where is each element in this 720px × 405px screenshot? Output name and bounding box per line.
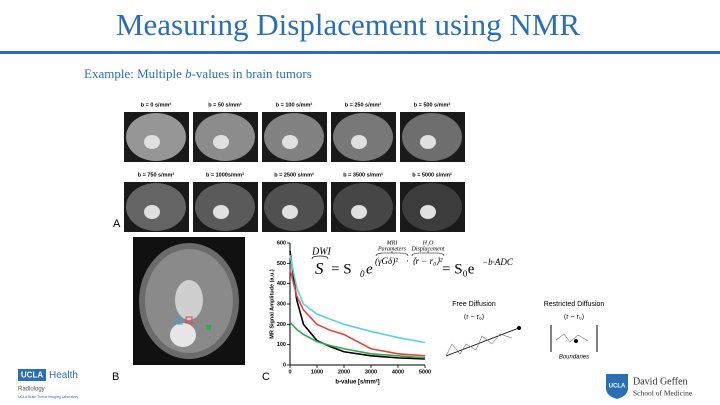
panel-label: B bbox=[112, 371, 119, 383]
logo-text: David Geffen bbox=[633, 376, 688, 387]
equation: DWI S = S 0 e MRI Parameters H₂O Displac… bbox=[311, 240, 514, 279]
subtitle-prefix: Example: Multiple bbox=[84, 66, 185, 81]
eq-text: Parameters bbox=[377, 246, 407, 252]
logo-text: School of Medicine bbox=[633, 389, 693, 398]
y-tick-label: 0 bbox=[283, 362, 286, 368]
eq-text: MRI bbox=[386, 240, 399, 246]
dwi-image bbox=[213, 135, 229, 149]
dwi-image bbox=[351, 135, 367, 149]
image-label: b = 500 s/mm² bbox=[414, 101, 451, 108]
slide-title: Measuring Displacement using NMR bbox=[116, 7, 580, 42]
image-label: b = 1000s/mm² bbox=[206, 171, 244, 178]
y-tick-label: 600 bbox=[277, 240, 286, 246]
panel-label: C bbox=[262, 371, 270, 383]
eq-text: S bbox=[315, 259, 324, 278]
x-axis-label: b-value [s/mm²] bbox=[335, 379, 379, 386]
logo-text: UCLA bbox=[609, 384, 626, 390]
y-tick-label: 500 bbox=[277, 261, 286, 267]
eq-text: DWI bbox=[311, 246, 332, 257]
series-line bbox=[289, 251, 426, 360]
boundaries-label: Boundaries bbox=[559, 355, 589, 361]
eq-text: −b·ADC bbox=[482, 257, 514, 267]
dwi-image bbox=[213, 205, 229, 219]
eq-text: 0 bbox=[360, 269, 365, 279]
x-tick-label: 0 bbox=[288, 369, 291, 375]
image-label: b = 750 s/mm² bbox=[138, 171, 175, 178]
image-label: b = 2500 s/mm² bbox=[274, 171, 314, 178]
dwi-image bbox=[282, 205, 298, 219]
panel-a: b = 0 s/mm² b = 50 s/mm² b = 100 s/mm² b = … bbox=[124, 101, 465, 232]
series-line bbox=[289, 255, 426, 344]
diagram-symbol: ⟨r − r₀⟩ bbox=[463, 313, 484, 321]
diagram-title: Free Diffusion bbox=[452, 301, 496, 308]
image-label: b = 0 s/mm² bbox=[141, 101, 172, 108]
eq-text: e bbox=[366, 261, 373, 277]
dwi-image bbox=[420, 135, 436, 149]
diagram-symbol: ⟨r − r₀⟩ bbox=[563, 313, 584, 321]
eq-text: ⟨r − r₀⟩² bbox=[412, 256, 443, 266]
eq-text: H₂O bbox=[422, 240, 434, 246]
y-tick-label: 200 bbox=[277, 322, 286, 328]
y-tick-label: 400 bbox=[277, 281, 286, 287]
eq-text: = S₀e bbox=[442, 261, 475, 277]
dwi-image bbox=[144, 135, 160, 149]
x-tick-label: 3000 bbox=[365, 369, 377, 375]
eq-text: Displacement bbox=[411, 246, 445, 252]
subtitle-suffix: -values in brain tumors bbox=[192, 66, 312, 81]
geffen-logo: UCLA David Geffen School of Medicine bbox=[606, 374, 693, 399]
eq-text: (γGδ)² bbox=[375, 256, 398, 266]
subtitle-italic: b bbox=[185, 66, 192, 81]
dwi-image bbox=[144, 205, 160, 219]
series-line bbox=[289, 269, 426, 357]
eq-text: = S bbox=[331, 261, 352, 277]
logo-text: Radiology bbox=[18, 387, 45, 393]
x-tick-label: 5000 bbox=[419, 369, 431, 375]
signal-chart: 0 100 200 300 400 500 600 0 1000 2000 3000 4000 5000… bbox=[269, 240, 431, 385]
diffusion-diagrams: Free Diffusion ⟨r − r₀⟩ Restricted Diffu… bbox=[445, 301, 605, 361]
image-label: b = 50 s/mm² bbox=[208, 101, 242, 108]
image-label: b = 100 s/mm² bbox=[276, 101, 313, 108]
dwi-image bbox=[282, 135, 298, 149]
y-tick-label: 300 bbox=[277, 301, 286, 307]
x-tick-label: 2000 bbox=[338, 369, 350, 375]
x-tick-label: 4000 bbox=[392, 369, 404, 375]
ucla-health-logo: UCLA Health Radiology UCLA Brain Tumor I… bbox=[18, 369, 79, 399]
dwi-image bbox=[420, 205, 436, 219]
y-axis-label: MR Signal Amplitude (a.u.) bbox=[269, 269, 275, 339]
y-tick-label: 100 bbox=[277, 342, 286, 348]
brain-image bbox=[133, 237, 245, 365]
logo-text: Health bbox=[49, 370, 78, 381]
image-label: b = 5000 s/mm² bbox=[412, 171, 452, 178]
subtitle: Example: Multiple b-values in brain tumo… bbox=[84, 66, 312, 81]
eq-text: · bbox=[406, 256, 409, 266]
image-label: b = 3500 s/mm² bbox=[343, 171, 383, 178]
diagram-title: Restricted Diffusion bbox=[544, 301, 605, 308]
image-label: b = 250 s/mm² bbox=[345, 101, 382, 108]
panel-label: A bbox=[113, 218, 121, 230]
title-rule bbox=[0, 51, 720, 54]
series-line bbox=[289, 321, 426, 359]
dwi-image bbox=[351, 205, 367, 219]
logo-text: UCLA bbox=[21, 371, 43, 380]
logo-text: UCLA Brain Tumor Imaging Laboratory bbox=[18, 395, 79, 399]
x-tick-label: 1000 bbox=[311, 369, 323, 375]
